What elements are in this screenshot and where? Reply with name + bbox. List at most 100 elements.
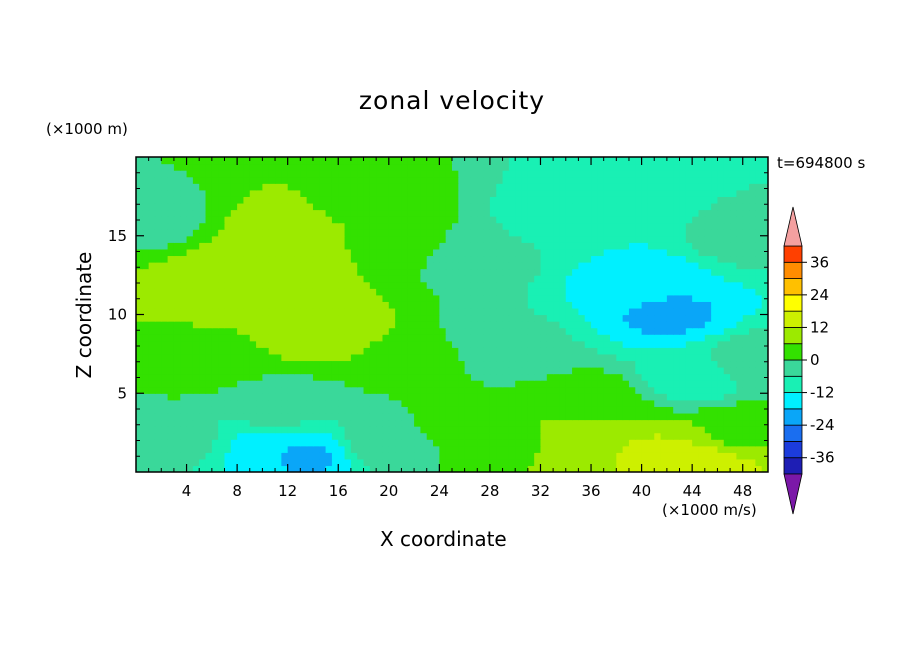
heatmap-cell [553, 301, 561, 309]
heatmap-cell [534, 281, 542, 289]
x-tick-label: 48 [733, 482, 752, 500]
heatmap-cell [502, 222, 510, 230]
heatmap-cell [597, 314, 605, 322]
heatmap-cell [597, 248, 605, 257]
heatmap-cell [439, 268, 447, 276]
heatmap-cell [496, 307, 504, 316]
heatmap-cell [173, 347, 181, 355]
heatmap-cell [464, 209, 472, 217]
heatmap-cell [142, 353, 150, 362]
heatmap-cell [452, 242, 459, 250]
heatmap-cell [591, 281, 598, 289]
heatmap-cell [489, 307, 497, 316]
heatmap-cell [407, 248, 415, 257]
heatmap-cell [666, 170, 674, 178]
heatmap-cell [559, 373, 567, 381]
heatmap-cell [622, 360, 630, 368]
heatmap-cell [628, 189, 636, 197]
heatmap-cell [565, 334, 573, 342]
heatmap-cell [439, 209, 447, 217]
heatmap-cell [338, 327, 346, 335]
heatmap-cell [736, 406, 744, 414]
heatmap-cell [464, 288, 472, 296]
heatmap-cell [287, 170, 295, 178]
heatmap-cell [218, 242, 226, 250]
heatmap-cell [591, 288, 598, 296]
heatmap-cell [546, 458, 554, 467]
heatmap-cell [211, 360, 219, 368]
heatmap-cell [527, 439, 535, 447]
heatmap-cell [224, 196, 232, 204]
heatmap-cell [502, 262, 510, 270]
heatmap-cell [180, 399, 188, 407]
heatmap-cell [154, 176, 162, 184]
heatmap-cell [464, 439, 472, 447]
heatmap-cell [610, 235, 617, 243]
heatmap-cell [401, 262, 409, 270]
heatmap-cell [584, 183, 592, 191]
heatmap-cell [565, 445, 573, 453]
heatmap-cell [256, 419, 263, 427]
heatmap-cell [363, 367, 371, 375]
heatmap-cell [559, 347, 567, 355]
heatmap-cell [275, 196, 282, 204]
heatmap-cell [515, 458, 523, 467]
heatmap-cell [660, 294, 668, 302]
heatmap-cell [350, 353, 358, 362]
heatmap-cell [312, 347, 320, 355]
colorbar-label: 24 [810, 286, 829, 304]
heatmap-cell [622, 196, 630, 204]
heatmap-cell [679, 262, 687, 270]
heatmap-cell [635, 255, 643, 263]
heatmap-cell [704, 229, 712, 237]
heatmap-cell [230, 445, 238, 453]
heatmap-cell [622, 340, 630, 348]
heatmap-cell [439, 458, 447, 467]
heatmap-cell [331, 334, 339, 342]
heatmap-cell [211, 157, 219, 165]
heatmap-cell [654, 399, 662, 407]
heatmap-cell [357, 183, 365, 191]
heatmap-cell [711, 406, 719, 414]
heatmap-cell [167, 163, 175, 171]
heatmap-cell [559, 157, 567, 165]
heatmap-cell [755, 439, 763, 447]
heatmap-cell [761, 242, 768, 250]
heatmap-cell [376, 163, 384, 171]
heatmap-cell [628, 183, 636, 191]
heatmap-cell [230, 314, 238, 322]
heatmap-cell [382, 465, 390, 472]
heatmap-cell [635, 281, 643, 289]
heatmap-cell [268, 327, 276, 335]
heatmap-cell [142, 294, 150, 302]
heatmap-cell [452, 373, 459, 381]
heatmap-cell [654, 216, 662, 224]
heatmap-cell [173, 406, 181, 414]
heatmap-cell [736, 183, 744, 191]
heatmap-cell [673, 288, 681, 296]
heatmap-cell [742, 386, 750, 394]
heatmap-cell [622, 465, 630, 472]
heatmap-cell [256, 439, 263, 447]
heatmap-cell [736, 360, 744, 368]
heatmap-cell [546, 327, 554, 335]
heatmap-cell [331, 419, 339, 427]
heatmap-cell [350, 222, 358, 230]
heatmap-cell [502, 412, 510, 421]
heatmap-cell [287, 426, 295, 434]
heatmap-cell [445, 445, 453, 453]
heatmap-cell [452, 307, 459, 316]
heatmap-cell [414, 183, 421, 191]
heatmap-cell [268, 176, 276, 184]
heatmap-cell [148, 294, 156, 302]
heatmap-cell [742, 235, 750, 243]
heatmap-cell [426, 321, 434, 329]
heatmap-cell [306, 176, 314, 184]
heatmap-cell [458, 189, 466, 197]
heatmap-cell [711, 321, 719, 329]
heatmap-cell [742, 432, 750, 440]
heatmap-cell [515, 229, 523, 237]
heatmap-cell [458, 281, 466, 289]
heatmap-cell [477, 229, 485, 237]
heatmap-cell [319, 301, 327, 309]
